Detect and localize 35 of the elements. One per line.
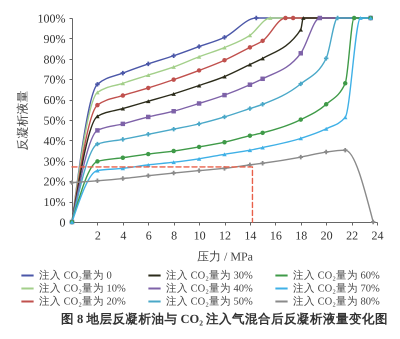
y-tick-label: 40%: [44, 134, 66, 148]
y-tick-label: 0: [60, 216, 66, 230]
x-tick-label: 18: [295, 228, 308, 242]
text: 图 8 地层反凝析油与 CO₂ 注入气混合后反凝析液量变化图: [60, 311, 388, 326]
x-tick-label: 2: [94, 228, 101, 242]
x-tick-label: 14: [244, 228, 256, 242]
x-tick-label: 24: [372, 228, 384, 242]
y-tick-label: 10%: [44, 195, 66, 210]
y-tick-label: 20%: [44, 174, 66, 189]
x-tick-label: 12: [219, 228, 231, 242]
y-tick-label: 100%: [38, 12, 66, 26]
legend-label: 注入 CO₂量为 10%: [39, 282, 126, 294]
y-tick-label: 30%: [44, 154, 66, 168]
legend-label: 注入 CO₂量为 40%: [166, 282, 253, 294]
x-tick-label: 6: [146, 228, 152, 242]
y-tick-label: 70%: [44, 72, 66, 87]
x-tick-label: 22: [346, 228, 358, 242]
x-tick-label: 8: [171, 228, 178, 242]
x-tick-label: 16: [270, 228, 282, 242]
legend-label: 注入 CO₂量为 80%: [293, 294, 380, 308]
x-tick-label: 20: [320, 228, 333, 242]
legend-label: 注入 CO₂量为 30%: [166, 268, 253, 282]
y-tick-label: 60%: [44, 93, 66, 108]
y-tick-label: 80%: [44, 52, 66, 66]
x-axis-title: 压力 / MPa: [196, 250, 254, 264]
legend-label: 注入 CO₂量为 60%: [293, 268, 380, 282]
legend-label: 注入 CO₂量为 20%: [39, 294, 126, 308]
legend-label: 注入 CO₂量为 0: [39, 268, 112, 282]
y-tick-label: 50%: [44, 114, 66, 128]
y-tick-label: 90%: [44, 32, 66, 46]
x-tick-label: 10: [194, 228, 206, 242]
x-tick-label: 4: [120, 228, 126, 242]
y-axis-title: 反凝析液量: [16, 90, 30, 150]
legend-label: 注入 CO₂量为 50%: [166, 294, 253, 308]
legend-label: 注入 CO₂量为 70%: [293, 282, 380, 294]
